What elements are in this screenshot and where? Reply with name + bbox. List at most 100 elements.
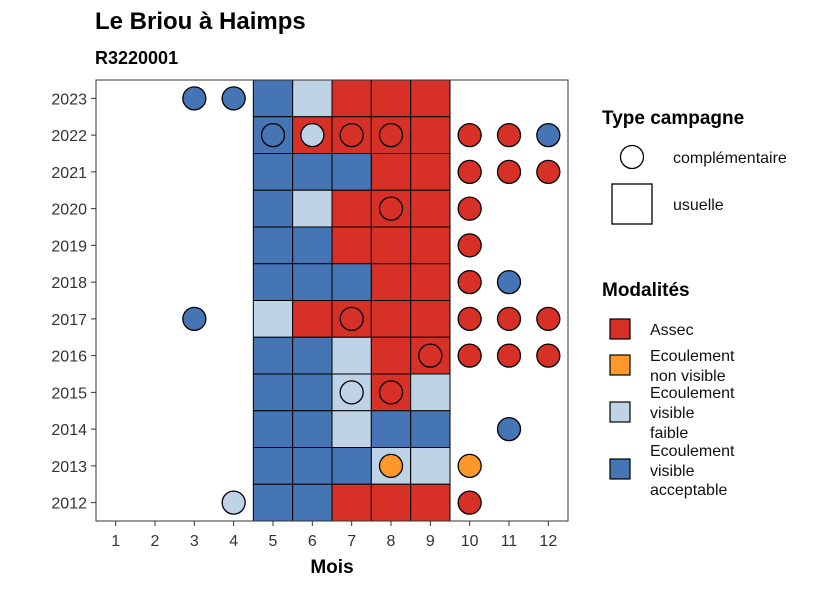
legend-swatch-0 bbox=[609, 318, 631, 340]
tile-2023-5 bbox=[252, 79, 294, 118]
tile-2023-6 bbox=[292, 79, 333, 118]
tile-2022-9 bbox=[410, 116, 451, 154]
complementaire-points bbox=[182, 86, 561, 515]
tile-2021-5 bbox=[252, 153, 294, 191]
point-2017-11 bbox=[496, 306, 522, 332]
y-tick-label-2012: 2012 bbox=[51, 496, 87, 513]
tile-2012-8 bbox=[370, 483, 412, 522]
legend-modalite-label-3-0: Ecoulement bbox=[650, 443, 735, 460]
tile-2017-9 bbox=[410, 300, 451, 338]
x-tick-label-10: 10 bbox=[461, 533, 479, 550]
legend-type-label-complementaire: complémentaire bbox=[673, 150, 787, 167]
y-tick-label-2015: 2015 bbox=[51, 385, 87, 402]
tile-2013-7 bbox=[331, 447, 372, 485]
y-tick-label-2017: 2017 bbox=[51, 312, 87, 329]
x-tick-label-3: 3 bbox=[190, 533, 199, 550]
point-2016-9 bbox=[418, 343, 443, 368]
tile-2013-6 bbox=[292, 447, 333, 485]
tile-2018-7 bbox=[331, 263, 372, 301]
tile-2012-9 bbox=[410, 483, 451, 522]
point-2020-8 bbox=[378, 196, 404, 221]
tile-2023-7 bbox=[331, 79, 372, 118]
y-tick-label-2016: 2016 bbox=[51, 349, 87, 366]
tile-2020-7 bbox=[331, 189, 372, 228]
tile-2019-5 bbox=[252, 226, 294, 265]
legend-modalite-label-0-0: Assec bbox=[650, 322, 694, 339]
y-tick-label-2022: 2022 bbox=[51, 128, 87, 145]
point-2013-10 bbox=[457, 453, 482, 479]
legend-type-title: Type campagne bbox=[602, 108, 744, 129]
point-2022-12 bbox=[536, 122, 561, 148]
x-axis-title: Mois bbox=[310, 557, 353, 578]
point-2021-10 bbox=[457, 159, 482, 185]
y-tick-label-2019: 2019 bbox=[51, 238, 87, 255]
point-2022-6 bbox=[300, 122, 325, 148]
point-2016-12 bbox=[536, 343, 561, 368]
tile-2014-9 bbox=[410, 410, 451, 448]
tile-2015-6 bbox=[292, 373, 333, 412]
legend-modalite-label-3-2: acceptable bbox=[650, 482, 727, 499]
tile-2016-6 bbox=[292, 336, 333, 375]
tile-2014-5 bbox=[252, 410, 294, 448]
tile-2014-8 bbox=[370, 410, 412, 448]
point-2022-10 bbox=[457, 122, 482, 148]
tile-2016-5 bbox=[252, 336, 294, 375]
legend-modalite-label-1-0: Ecoulement bbox=[650, 348, 735, 365]
tile-2020-5 bbox=[252, 189, 294, 228]
usuelle-tiles bbox=[252, 79, 451, 522]
tile-2018-8 bbox=[370, 263, 412, 301]
x-tick-label-5: 5 bbox=[269, 533, 278, 550]
tile-2019-8 bbox=[370, 226, 412, 265]
legend-type-label-usuelle: usuelle bbox=[673, 197, 724, 214]
legend-modalite-label-2-1: visible bbox=[650, 405, 695, 422]
tile-2012-5 bbox=[252, 483, 294, 522]
x-tick-label-4: 4 bbox=[229, 533, 238, 550]
point-2022-5 bbox=[260, 122, 286, 148]
y-tick-label-2014: 2014 bbox=[51, 422, 87, 439]
tile-2015-9 bbox=[410, 373, 451, 412]
legend-square-key bbox=[611, 183, 653, 225]
x-axis: 1 2 3 4 5 6 7 8 9 10 11 12 bbox=[111, 521, 557, 550]
legend-modalite-label-3-1: visible bbox=[650, 463, 695, 480]
legend-circle-key bbox=[619, 144, 645, 170]
legend-modalites: Modalités Assec Ecoulement non visible Ecou… bbox=[602, 280, 735, 499]
point-2016-10 bbox=[457, 343, 482, 368]
tile-2021-9 bbox=[410, 153, 451, 191]
legend-modalite-label-1-1: non visible bbox=[650, 368, 726, 385]
tile-2020-6 bbox=[292, 189, 333, 228]
point-2020-10 bbox=[457, 196, 482, 221]
tile-2019-6 bbox=[292, 226, 333, 265]
x-tick-label-2: 2 bbox=[151, 533, 160, 550]
tile-2016-7 bbox=[331, 336, 372, 375]
point-2022-11 bbox=[496, 122, 522, 148]
x-tick-label-11: 11 bbox=[501, 533, 518, 550]
tile-2013-9 bbox=[410, 447, 451, 485]
legend-swatch-2 bbox=[609, 401, 631, 423]
point-2016-11 bbox=[496, 343, 522, 368]
tile-2016-8 bbox=[370, 336, 412, 375]
legend-modalites-title: Modalités bbox=[602, 280, 690, 301]
tile-2017-6 bbox=[292, 300, 333, 338]
x-tick-label-8: 8 bbox=[387, 533, 396, 550]
point-2017-10 bbox=[457, 306, 482, 332]
point-2023-4 bbox=[221, 86, 246, 111]
legend-modalite-label-2-2: faible bbox=[650, 425, 688, 442]
point-2012-4 bbox=[221, 490, 246, 515]
point-2021-12 bbox=[536, 159, 561, 185]
legend-swatch-1 bbox=[609, 354, 631, 376]
x-tick-label-1: 1 bbox=[111, 533, 120, 550]
tile-2023-8 bbox=[370, 79, 412, 118]
tile-2018-6 bbox=[292, 263, 333, 301]
x-tick-label-12: 12 bbox=[539, 533, 557, 550]
point-2019-10 bbox=[457, 233, 482, 258]
chart-title: Le Briou à Haimps bbox=[95, 8, 306, 35]
tile-2019-7 bbox=[331, 226, 372, 265]
y-tick-label-2021: 2021 bbox=[51, 165, 87, 182]
tile-2013-5 bbox=[252, 447, 294, 485]
y-tick-label-2020: 2020 bbox=[51, 202, 87, 219]
point-2018-10 bbox=[457, 269, 482, 295]
chart-subtitle: R3220001 bbox=[95, 48, 178, 68]
point-2021-11 bbox=[496, 159, 522, 185]
tile-2015-5 bbox=[252, 373, 294, 412]
